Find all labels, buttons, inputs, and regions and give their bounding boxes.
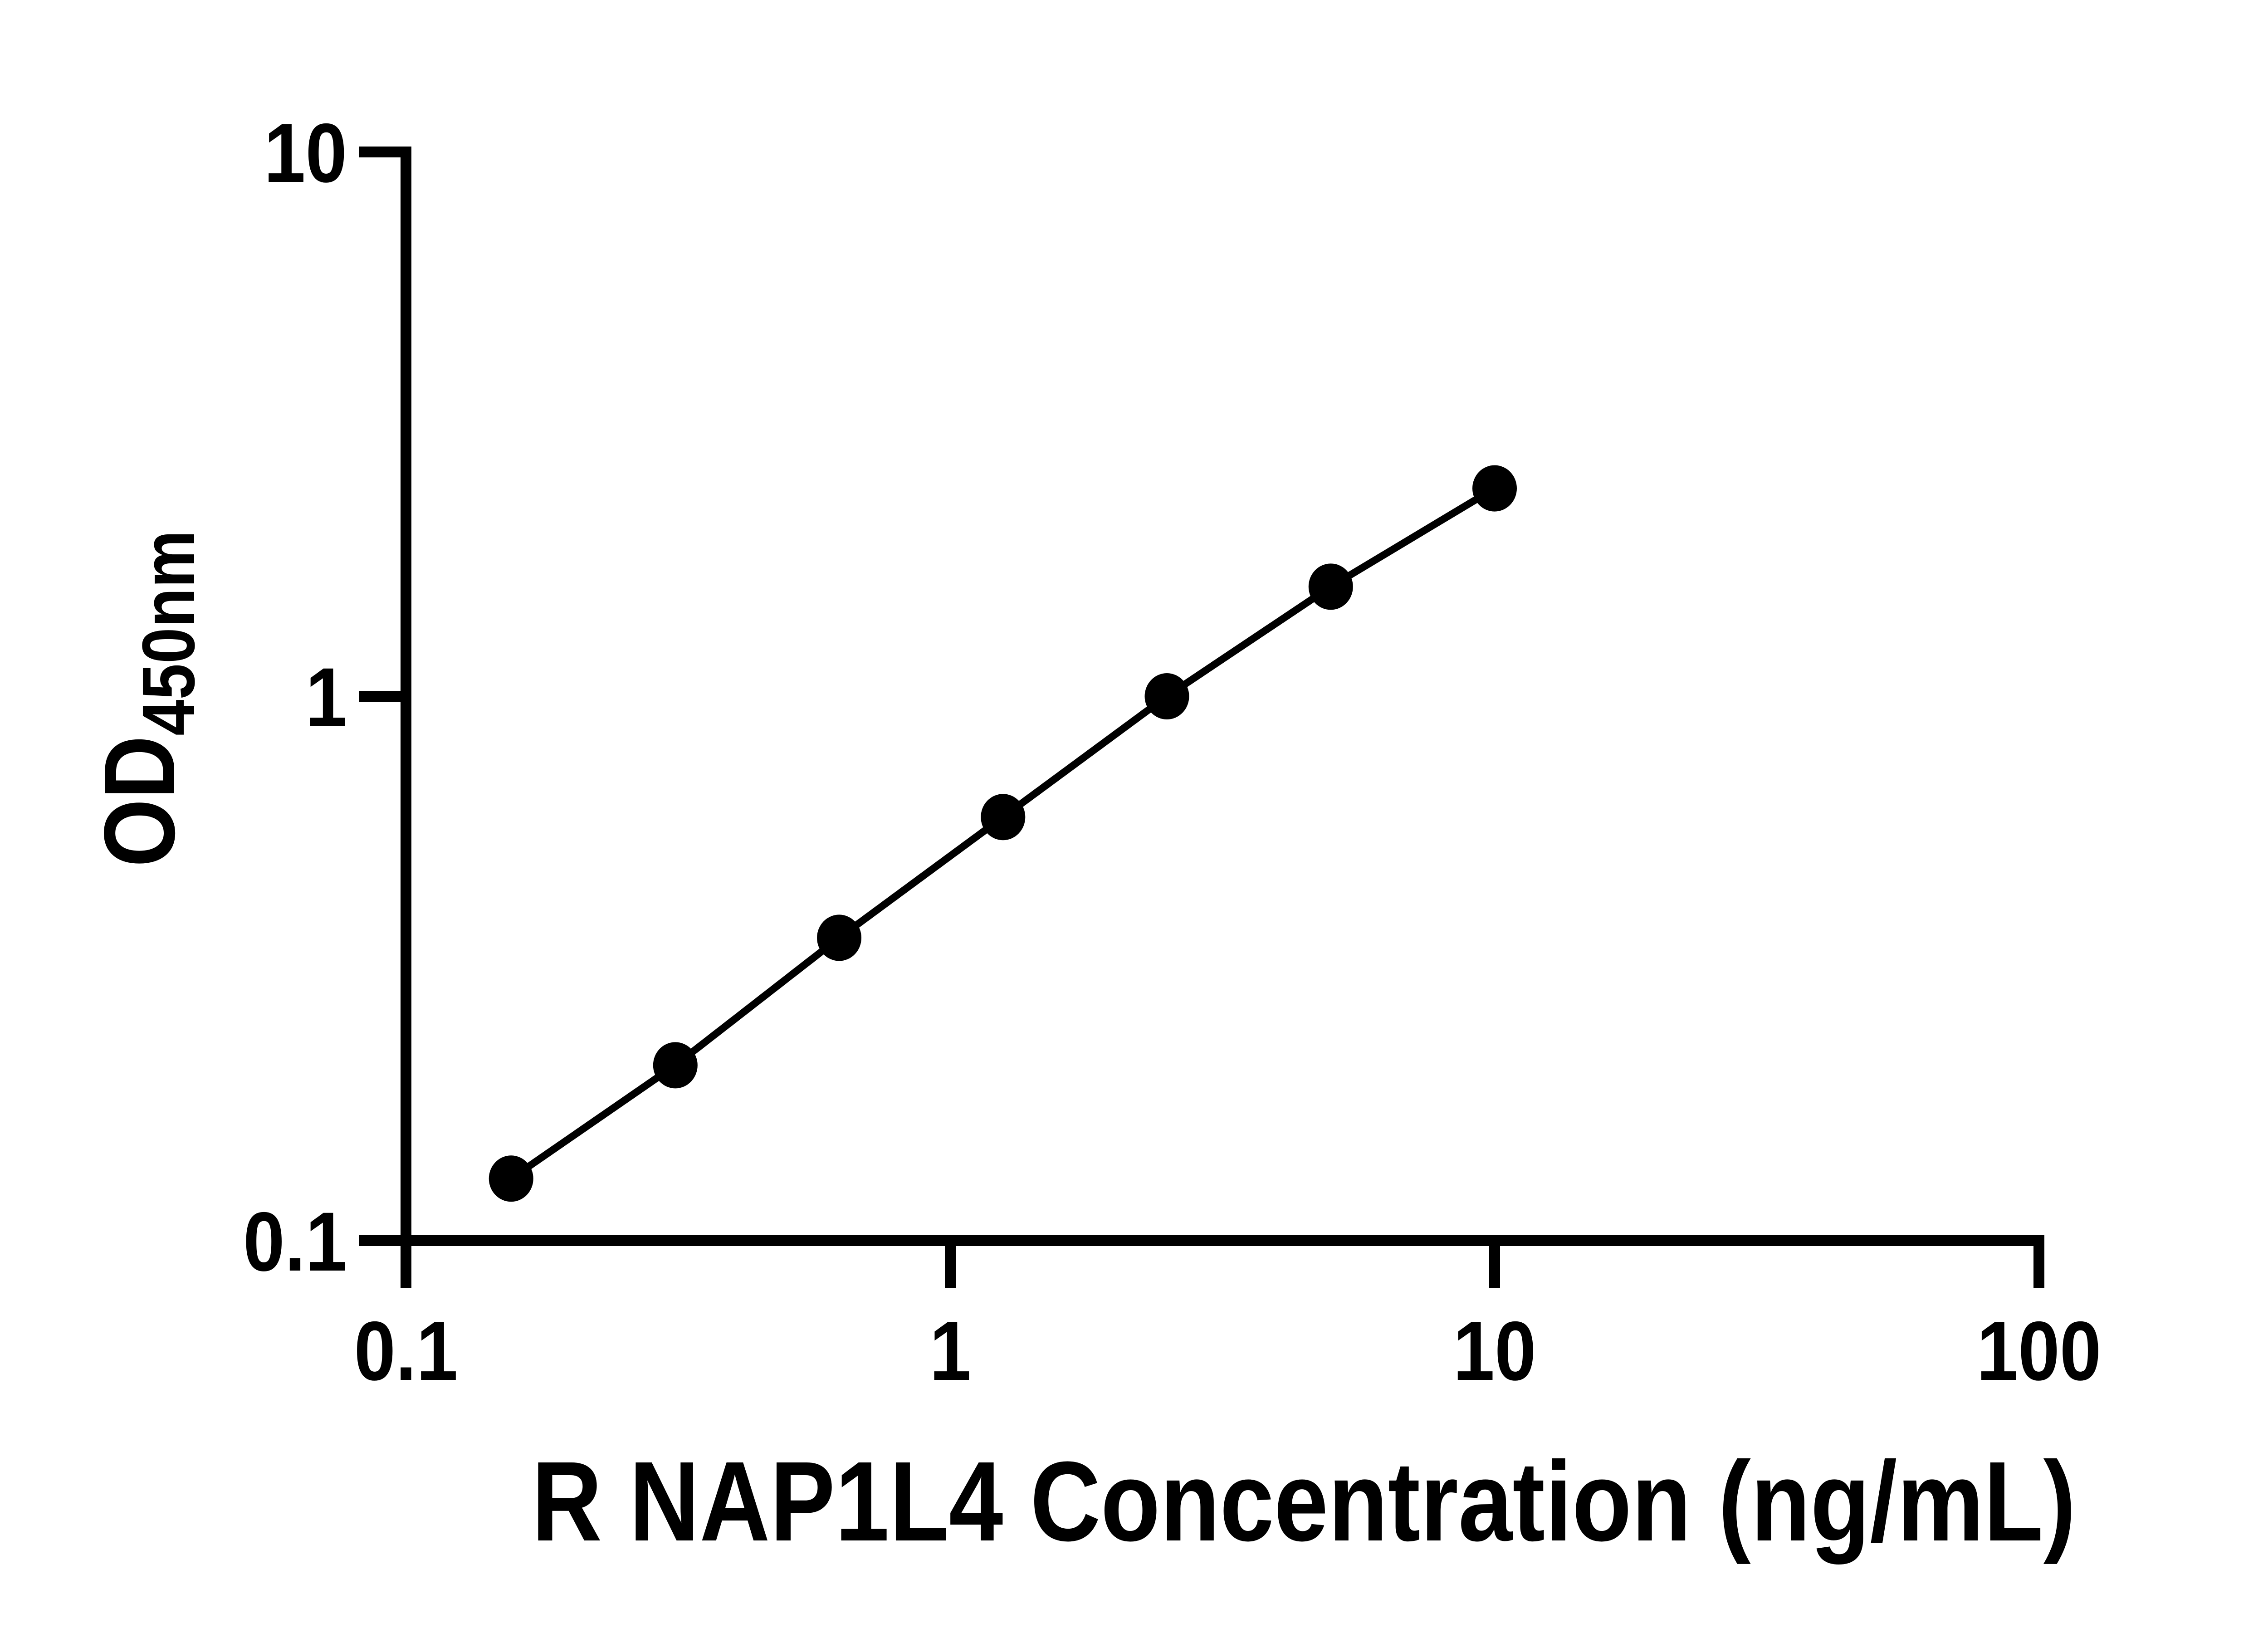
x-tick-label: 100 [1977,1304,2102,1398]
data-point-marker [1144,673,1189,719]
y-tick-label: 0.1 [243,1195,347,1289]
data-point-marker [489,1155,533,1202]
y-axis-title-row: OD450nm [72,426,210,971]
y-axis-title: OD [83,735,196,867]
x-tick-label: 10 [1453,1304,1536,1398]
x-axis-title: R NAP1L4 Concentration (ng/mL) [532,1438,2076,1565]
x-tick-label: 0.1 [354,1304,458,1398]
y-tick-label: 10 [264,106,347,200]
data-point-marker [1308,563,1353,610]
y-axis-title-subscript: 450nm [127,530,210,736]
data-point-marker [653,1042,698,1089]
x-tick-label: 1 [929,1304,971,1398]
data-point-marker [1472,465,1517,512]
y-tick-label: 1 [305,650,347,744]
x-axis-title-row: R NAP1L4 Concentration (ng/mL) [406,1445,2125,1558]
data-point-marker [981,794,1026,841]
data-point-marker [817,914,862,961]
